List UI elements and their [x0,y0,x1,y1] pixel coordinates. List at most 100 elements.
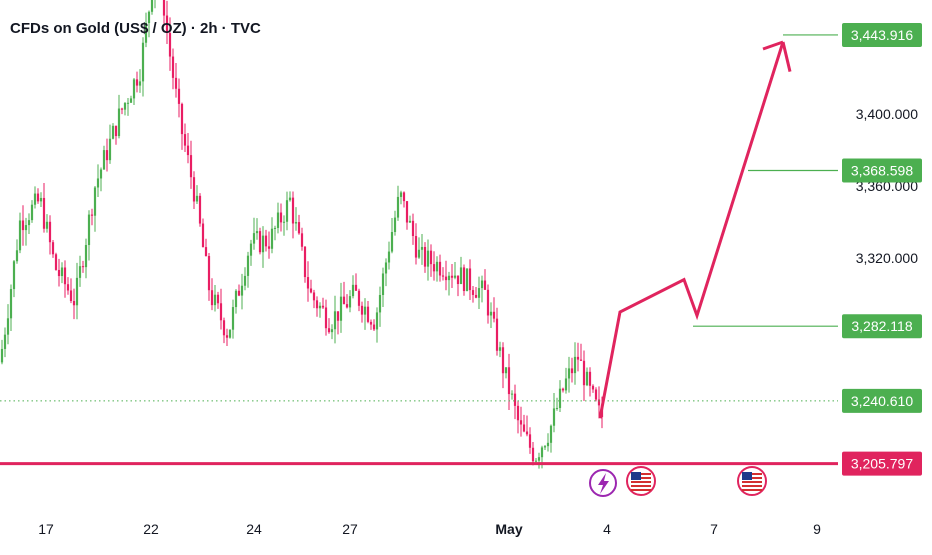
candle-body [285,200,289,222]
flag-stripe [631,489,651,491]
price-tag [842,158,922,183]
candle-body [522,424,526,432]
flag-canton [742,472,752,480]
candle-body [363,306,367,315]
candle-body [495,318,499,351]
candle-body [33,193,37,205]
candle-body [45,221,49,229]
candle-body [24,225,28,231]
price-tag [842,314,922,339]
y-axis-tick-label: 3,400.000 [856,106,918,122]
candle-body [120,108,124,110]
candle-body [90,214,94,216]
candle-body [63,267,67,285]
candle-body [384,262,388,274]
candle-body [180,103,184,135]
candle-body [528,434,532,448]
candle-body [372,324,376,330]
candle-body [99,169,103,179]
candle-body [516,405,520,421]
candle-body [576,356,580,360]
candle-body [69,290,73,301]
candle-body [462,267,466,292]
candle-body [324,307,328,329]
candle-body [123,103,127,110]
candle-body [240,285,244,296]
flag-stripe [631,485,651,487]
candle-body [117,108,121,137]
candle-body [591,385,595,390]
candle-body [111,125,115,139]
candle-body [327,328,331,333]
candle-body [459,267,463,285]
candle-body [96,178,100,188]
candle-body [147,11,151,24]
candle-body [213,294,217,306]
candle-body [381,273,385,296]
candle-body [249,243,253,256]
candle-body [351,284,355,297]
candle-body [222,320,226,336]
candle-body [15,250,19,262]
candle-body [333,311,337,330]
candle-body [579,359,583,361]
x-axis-tick-label: 7 [710,521,718,537]
candle-body [468,268,472,291]
candle-body [36,193,40,202]
candle-body [456,275,460,285]
candle-body [486,289,490,316]
candle-body [369,321,373,325]
candle-body [543,446,547,448]
lightning-icon-glyph [598,473,609,494]
candle-body [60,267,64,277]
candle-body [453,275,457,278]
candle-body [483,280,487,290]
candle-body [537,457,541,461]
candle-body [267,246,271,249]
candle-body [546,442,550,447]
chart-title: CFDs on Gold (US$ / OZ) · 2h · TVC [10,20,261,37]
candle-body [474,294,478,298]
candle-body [354,284,358,291]
candle-body [30,204,34,221]
candle-body [108,138,112,161]
candle-body [42,197,46,229]
price-tag-label: 3,282.118 [851,318,912,334]
candle-body [165,15,169,34]
candle-body [300,233,304,247]
candle-body [339,296,343,321]
x-axis-tick-label: 17 [38,521,54,537]
candle-body [438,261,442,276]
candle-body [54,254,58,270]
candle-body [375,312,379,330]
price-tag-label: 3,205.797 [851,456,913,472]
candle-body [510,393,514,395]
candle-body [504,367,508,374]
candle-body [282,221,286,223]
candle-body [342,296,346,305]
price-tag [842,451,922,476]
flag-canton [631,472,641,480]
candle-body [594,389,598,400]
candle-body [273,227,277,229]
candle-body [360,305,364,315]
candle-body [243,275,247,286]
candle-body [186,145,190,156]
candle-body [228,329,232,338]
candle-body [465,268,469,292]
candle-body [321,305,325,308]
candle-body [219,303,223,321]
candle-body [294,222,298,224]
candle-body [540,447,544,458]
candle-body [132,79,136,99]
candle-body [48,221,52,243]
flag-stripe [742,489,762,491]
price-tag [842,388,922,413]
candle-body [306,277,310,289]
candle-body [93,187,97,216]
candle-body [393,217,397,232]
candle-body [264,235,268,247]
candle-body [531,447,535,462]
